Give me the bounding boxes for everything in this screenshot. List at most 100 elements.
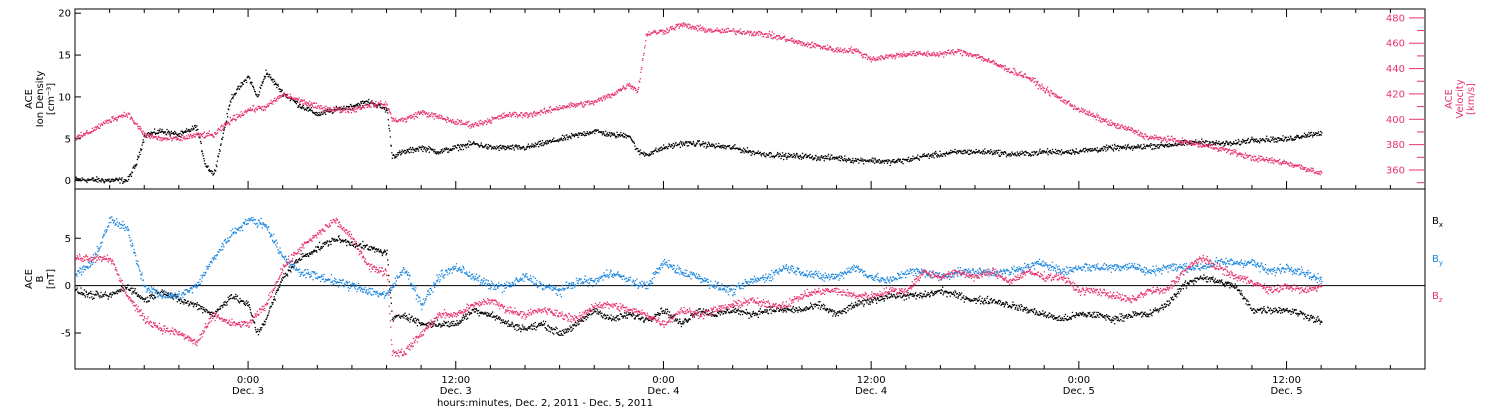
velocity-point xyxy=(900,56,902,58)
ion-density-point xyxy=(1254,139,1256,141)
ion-density-point xyxy=(1255,140,1257,142)
ion-density-point xyxy=(240,86,242,88)
ion-density-point xyxy=(954,148,956,151)
ion-density-point xyxy=(1113,147,1115,149)
velocity-point xyxy=(449,120,451,122)
ion-density-point xyxy=(725,148,727,150)
top-left-axis-title: ACE Ion Density [cm⁻³] xyxy=(24,71,57,128)
ion-density-point xyxy=(741,149,744,151)
velocity-point xyxy=(718,30,720,32)
ion-density-point xyxy=(679,146,681,148)
velocity-point xyxy=(950,53,952,55)
ion-density-point xyxy=(335,105,337,108)
ion-density-point xyxy=(258,94,260,96)
velocity-point xyxy=(97,127,99,129)
velocity-point xyxy=(232,114,235,117)
ion-density-point xyxy=(567,137,569,139)
velocity-point xyxy=(1094,116,1096,119)
ion-density-point xyxy=(1214,143,1216,145)
ion-density-point xyxy=(513,149,515,151)
ion-density-point xyxy=(468,140,470,142)
ion-density-point xyxy=(1098,149,1101,152)
velocity-point xyxy=(555,106,558,108)
ion-density-point xyxy=(422,146,425,148)
velocity-point xyxy=(142,133,144,135)
velocity-point xyxy=(1271,161,1274,163)
velocity-point xyxy=(148,135,150,137)
velocity-point xyxy=(308,103,310,105)
ion-density-point xyxy=(216,165,218,168)
velocity-point xyxy=(1142,137,1144,139)
velocity-point xyxy=(1266,156,1268,159)
velocity-point xyxy=(897,53,899,55)
ion-density-point xyxy=(449,148,452,150)
ion-density-point xyxy=(896,161,898,163)
velocity-point xyxy=(1261,155,1263,158)
top-right-axis-title-line3: [km/s] xyxy=(1466,83,1477,115)
ion-density-point xyxy=(969,149,971,151)
velocity-point xyxy=(205,135,207,137)
ion-density-point xyxy=(565,138,567,140)
ion-density-point xyxy=(731,147,733,150)
velocity-point xyxy=(1034,77,1036,80)
velocity-point xyxy=(1152,137,1155,139)
ion-density-point xyxy=(311,110,313,112)
velocity-point xyxy=(642,58,644,60)
velocity-point xyxy=(659,31,661,33)
velocity-point xyxy=(1283,161,1286,163)
ion-density-point xyxy=(153,131,155,133)
velocity-point xyxy=(346,109,348,111)
velocity-point xyxy=(1206,144,1208,146)
bx-point xyxy=(115,292,117,294)
ion-density-point xyxy=(915,157,917,159)
velocity-point xyxy=(426,116,428,118)
velocity-point xyxy=(682,23,684,25)
ion-density-point xyxy=(1072,150,1074,152)
velocity-point xyxy=(644,47,646,49)
ion-density-point xyxy=(155,133,157,135)
bx-point xyxy=(131,291,134,293)
velocity-point xyxy=(474,123,476,125)
bx-point xyxy=(105,294,108,296)
velocity-point xyxy=(906,53,908,55)
ion-density-point xyxy=(467,142,469,145)
velocity-point xyxy=(935,54,937,56)
ion-density-point xyxy=(431,149,433,151)
velocity-point xyxy=(531,115,533,117)
velocity-point xyxy=(1203,144,1205,146)
velocity-point xyxy=(593,100,595,102)
ion-density-point xyxy=(949,152,951,154)
ion-density-point xyxy=(625,137,627,139)
ion-density-point xyxy=(527,145,529,147)
ion-density-point xyxy=(130,175,132,177)
velocity-point xyxy=(695,27,698,29)
velocity-point xyxy=(137,128,139,130)
velocity-point xyxy=(643,52,645,55)
ion-density-point xyxy=(342,107,344,109)
velocity-point xyxy=(1022,76,1024,78)
ion-density-point xyxy=(320,114,322,116)
velocity-point xyxy=(681,25,684,28)
ion-density-point xyxy=(462,143,464,146)
ion-density-point xyxy=(616,134,619,136)
velocity-point xyxy=(851,52,853,54)
velocity-point xyxy=(272,103,274,105)
ion-density-point xyxy=(368,98,370,101)
ion-density-point xyxy=(131,172,134,174)
velocity-point xyxy=(289,97,291,99)
velocity-point xyxy=(205,133,208,135)
velocity-point xyxy=(448,120,450,122)
ion-density-point xyxy=(803,156,805,158)
bx-point xyxy=(149,297,151,299)
velocity-point xyxy=(374,105,376,108)
ion-density-point xyxy=(644,155,646,157)
bx-point xyxy=(97,292,99,294)
top-left-axis-title-line1: ACE xyxy=(24,89,35,109)
velocity-point xyxy=(217,131,219,134)
velocity-point xyxy=(368,105,370,108)
velocity-point xyxy=(928,52,930,54)
ion-density-point xyxy=(168,130,170,132)
velocity-point xyxy=(1165,141,1168,143)
velocity-point xyxy=(1100,121,1102,123)
velocity-point xyxy=(198,133,200,135)
